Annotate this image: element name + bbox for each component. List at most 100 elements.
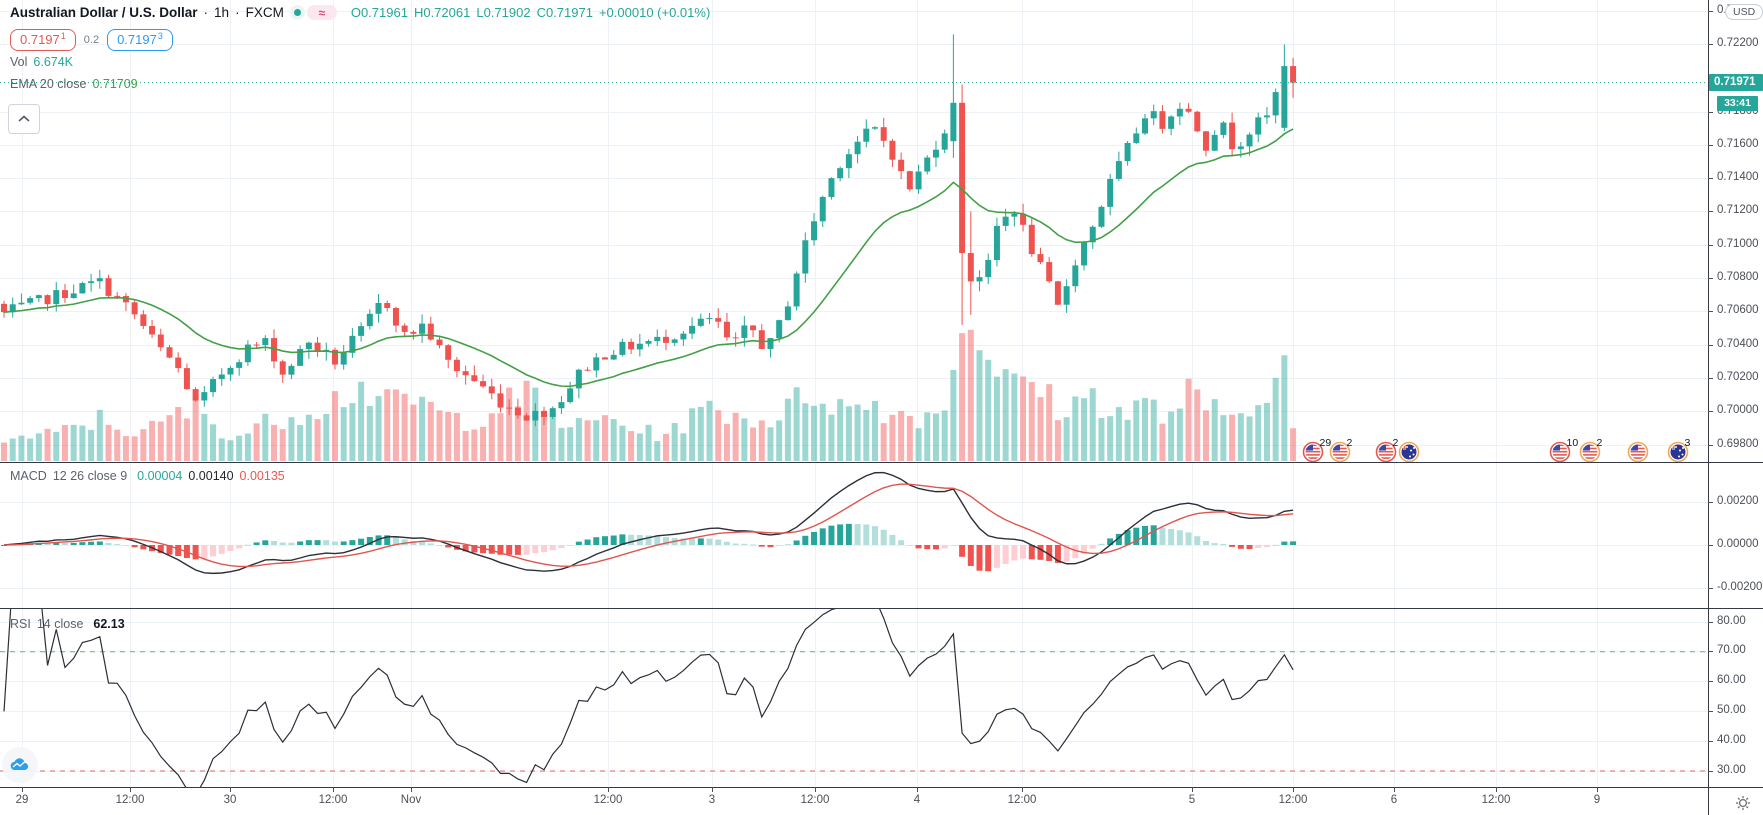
event-count-badge: 10 <box>1567 437 1579 449</box>
gear-icon <box>1736 796 1750 810</box>
price-scale-label: 0.71600 <box>1717 138 1759 150</box>
rsi-scale-label: 30.00 <box>1717 764 1746 776</box>
rsi-line <box>3 609 1294 787</box>
time-scale-label: 9 <box>1593 794 1601 806</box>
corner-logo-button[interactable] <box>2 747 38 783</box>
time-scale-label: 12:00 <box>1481 794 1511 806</box>
cloud-chart-icon <box>10 758 29 770</box>
time-scale-label: 6 <box>1390 794 1398 806</box>
price-scale-label: 0.70000 <box>1717 404 1759 416</box>
rsi-scale-label: 40.00 <box>1717 734 1746 746</box>
time-scale-label: 12:00 <box>1007 794 1037 806</box>
ohlc-high: H0.72061 <box>413 5 471 20</box>
price-scale-label: 0.69800 <box>1717 438 1759 450</box>
bar-countdown-badge: 33:41 <box>1717 96 1758 111</box>
ema-line <box>3 128 1294 388</box>
rsi-params: 14 close <box>36 617 84 631</box>
macd-signal-value: 0.00135 <box>239 469 285 483</box>
macd-params: 12 26 close 9 <box>52 469 128 483</box>
event-count-badge: 29 <box>1320 437 1332 449</box>
economic-event-flag-icon[interactable]: 2 <box>1579 437 1603 463</box>
price-scale-label: 0.70600 <box>1717 304 1759 316</box>
event-count-badge: 3 <box>1685 437 1691 449</box>
rsi-scale-label: 50.00 <box>1717 704 1746 716</box>
economic-event-flag-icon[interactable] <box>1398 441 1420 463</box>
ohlc-close: C0.71971 <box>536 5 593 20</box>
interval-label: 1h <box>214 5 230 20</box>
time-scale-label: 5 <box>1188 794 1196 806</box>
ask-button[interactable]: 0.7197 3 <box>107 29 173 51</box>
grid-lines <box>0 0 1708 787</box>
spread-value: 0.2 <box>83 34 100 46</box>
volume-value: 6.674K <box>33 55 74 69</box>
rsi-name: RSI <box>10 617 31 631</box>
macd-name: MACD <box>10 469 47 483</box>
price-scale-label: 0.72200 <box>1717 37 1759 49</box>
macd-lines <box>3 471 1294 575</box>
time-scale-label: 30 <box>223 794 237 806</box>
ema-value: 0.71709 <box>92 77 138 91</box>
macd-line-value: 0.00140 <box>188 469 234 483</box>
economic-event-flag-icon[interactable] <box>1627 441 1649 463</box>
last-price-badge: 0.71971 <box>1709 74 1763 91</box>
exchange-label: FXCM <box>245 5 284 20</box>
price-scale-label: 0.70200 <box>1717 371 1759 383</box>
chevron-up-icon <box>18 115 30 122</box>
collapse-legend-button[interactable] <box>8 104 40 134</box>
price-scale-label: 0.71000 <box>1717 238 1759 250</box>
time-scale-label: 29 <box>15 794 29 806</box>
event-markers-layer: 29 2 2 10 2 3 <box>1302 437 1691 463</box>
macd-scale-label: 0.00200 <box>1717 495 1759 507</box>
price-scale[interactable] <box>1708 0 1763 787</box>
rsi-legend-row[interactable]: RSI 14 close 62.13 <box>10 617 125 631</box>
market-status-icon[interactable] <box>289 5 305 20</box>
rsi-scale-label: 70.00 <box>1717 644 1746 656</box>
macd-scale-label: 0.00000 <box>1717 538 1759 550</box>
macd-hist-value: 0.00004 <box>137 469 183 483</box>
volume-legend-row[interactable]: Vol 6.674K <box>10 55 73 69</box>
time-scale-label: 12:00 <box>318 794 348 806</box>
macd-signal-line <box>3 483 1294 568</box>
volume-label: Vol <box>10 55 28 69</box>
time-scale-label: 12:00 <box>593 794 623 806</box>
rsi-scale-label: 60.00 <box>1717 674 1746 686</box>
volume-layer <box>1 329 1297 461</box>
symbol-title: Australian Dollar / U.S. Dollar <box>10 5 198 20</box>
ohlc-open: O0.71961 <box>350 5 408 20</box>
macd-legend-row[interactable]: MACD 12 26 close 9 0.00004 0.00140 0.001… <box>10 469 285 483</box>
price-scale-label: 0.71400 <box>1717 171 1759 183</box>
economic-event-flag-icon[interactable]: 10 <box>1549 437 1579 463</box>
time-scale-label: 12:00 <box>1278 794 1308 806</box>
rsi-value: 62.13 <box>93 617 125 631</box>
event-count-badge: 2 <box>1393 437 1399 449</box>
symbol-legend-row[interactable]: Australian Dollar / U.S. Dollar · 1h · F… <box>10 5 710 20</box>
economic-event-flag-icon[interactable]: 2 <box>1375 437 1399 463</box>
ohlc-low: L0.71902 <box>476 5 531 20</box>
economic-event-flag-icon[interactable]: 29 <box>1302 437 1332 463</box>
time-scale-label: Nov <box>400 794 422 806</box>
ema-legend-row[interactable]: EMA 20 close 0.71709 <box>10 77 138 91</box>
macd-scale-label: -0.00200 <box>1717 581 1763 593</box>
delayed-data-badge[interactable]: ≈ <box>306 5 337 20</box>
candles-layer <box>1 34 1297 427</box>
price-scale-label: 0.70800 <box>1717 271 1759 283</box>
price-scale-label: 0.70400 <box>1717 338 1759 350</box>
rsi-bands <box>0 651 1708 772</box>
event-count-badge: 2 <box>1347 437 1353 449</box>
currency-toggle-button[interactable]: USD <box>1725 4 1763 20</box>
economic-event-flag-icon[interactable]: 2 <box>1329 437 1353 463</box>
rsi-scale-label: 80.00 <box>1717 615 1746 627</box>
economic-event-flag-icon[interactable]: 3 <box>1667 437 1691 463</box>
time-scale-label: 12:00 <box>115 794 145 806</box>
event-count-badge: 2 <box>1597 437 1603 449</box>
price-change: +0.00010 (+0.01%) <box>598 5 711 20</box>
time-scale-label: 12:00 <box>800 794 830 806</box>
macd-line <box>3 471 1294 575</box>
macd-histogram <box>1 523 1297 572</box>
chart-settings-button[interactable] <box>1732 793 1754 813</box>
bid-button[interactable]: 0.7197 1 <box>10 29 76 51</box>
time-scale-label: 3 <box>708 794 716 806</box>
